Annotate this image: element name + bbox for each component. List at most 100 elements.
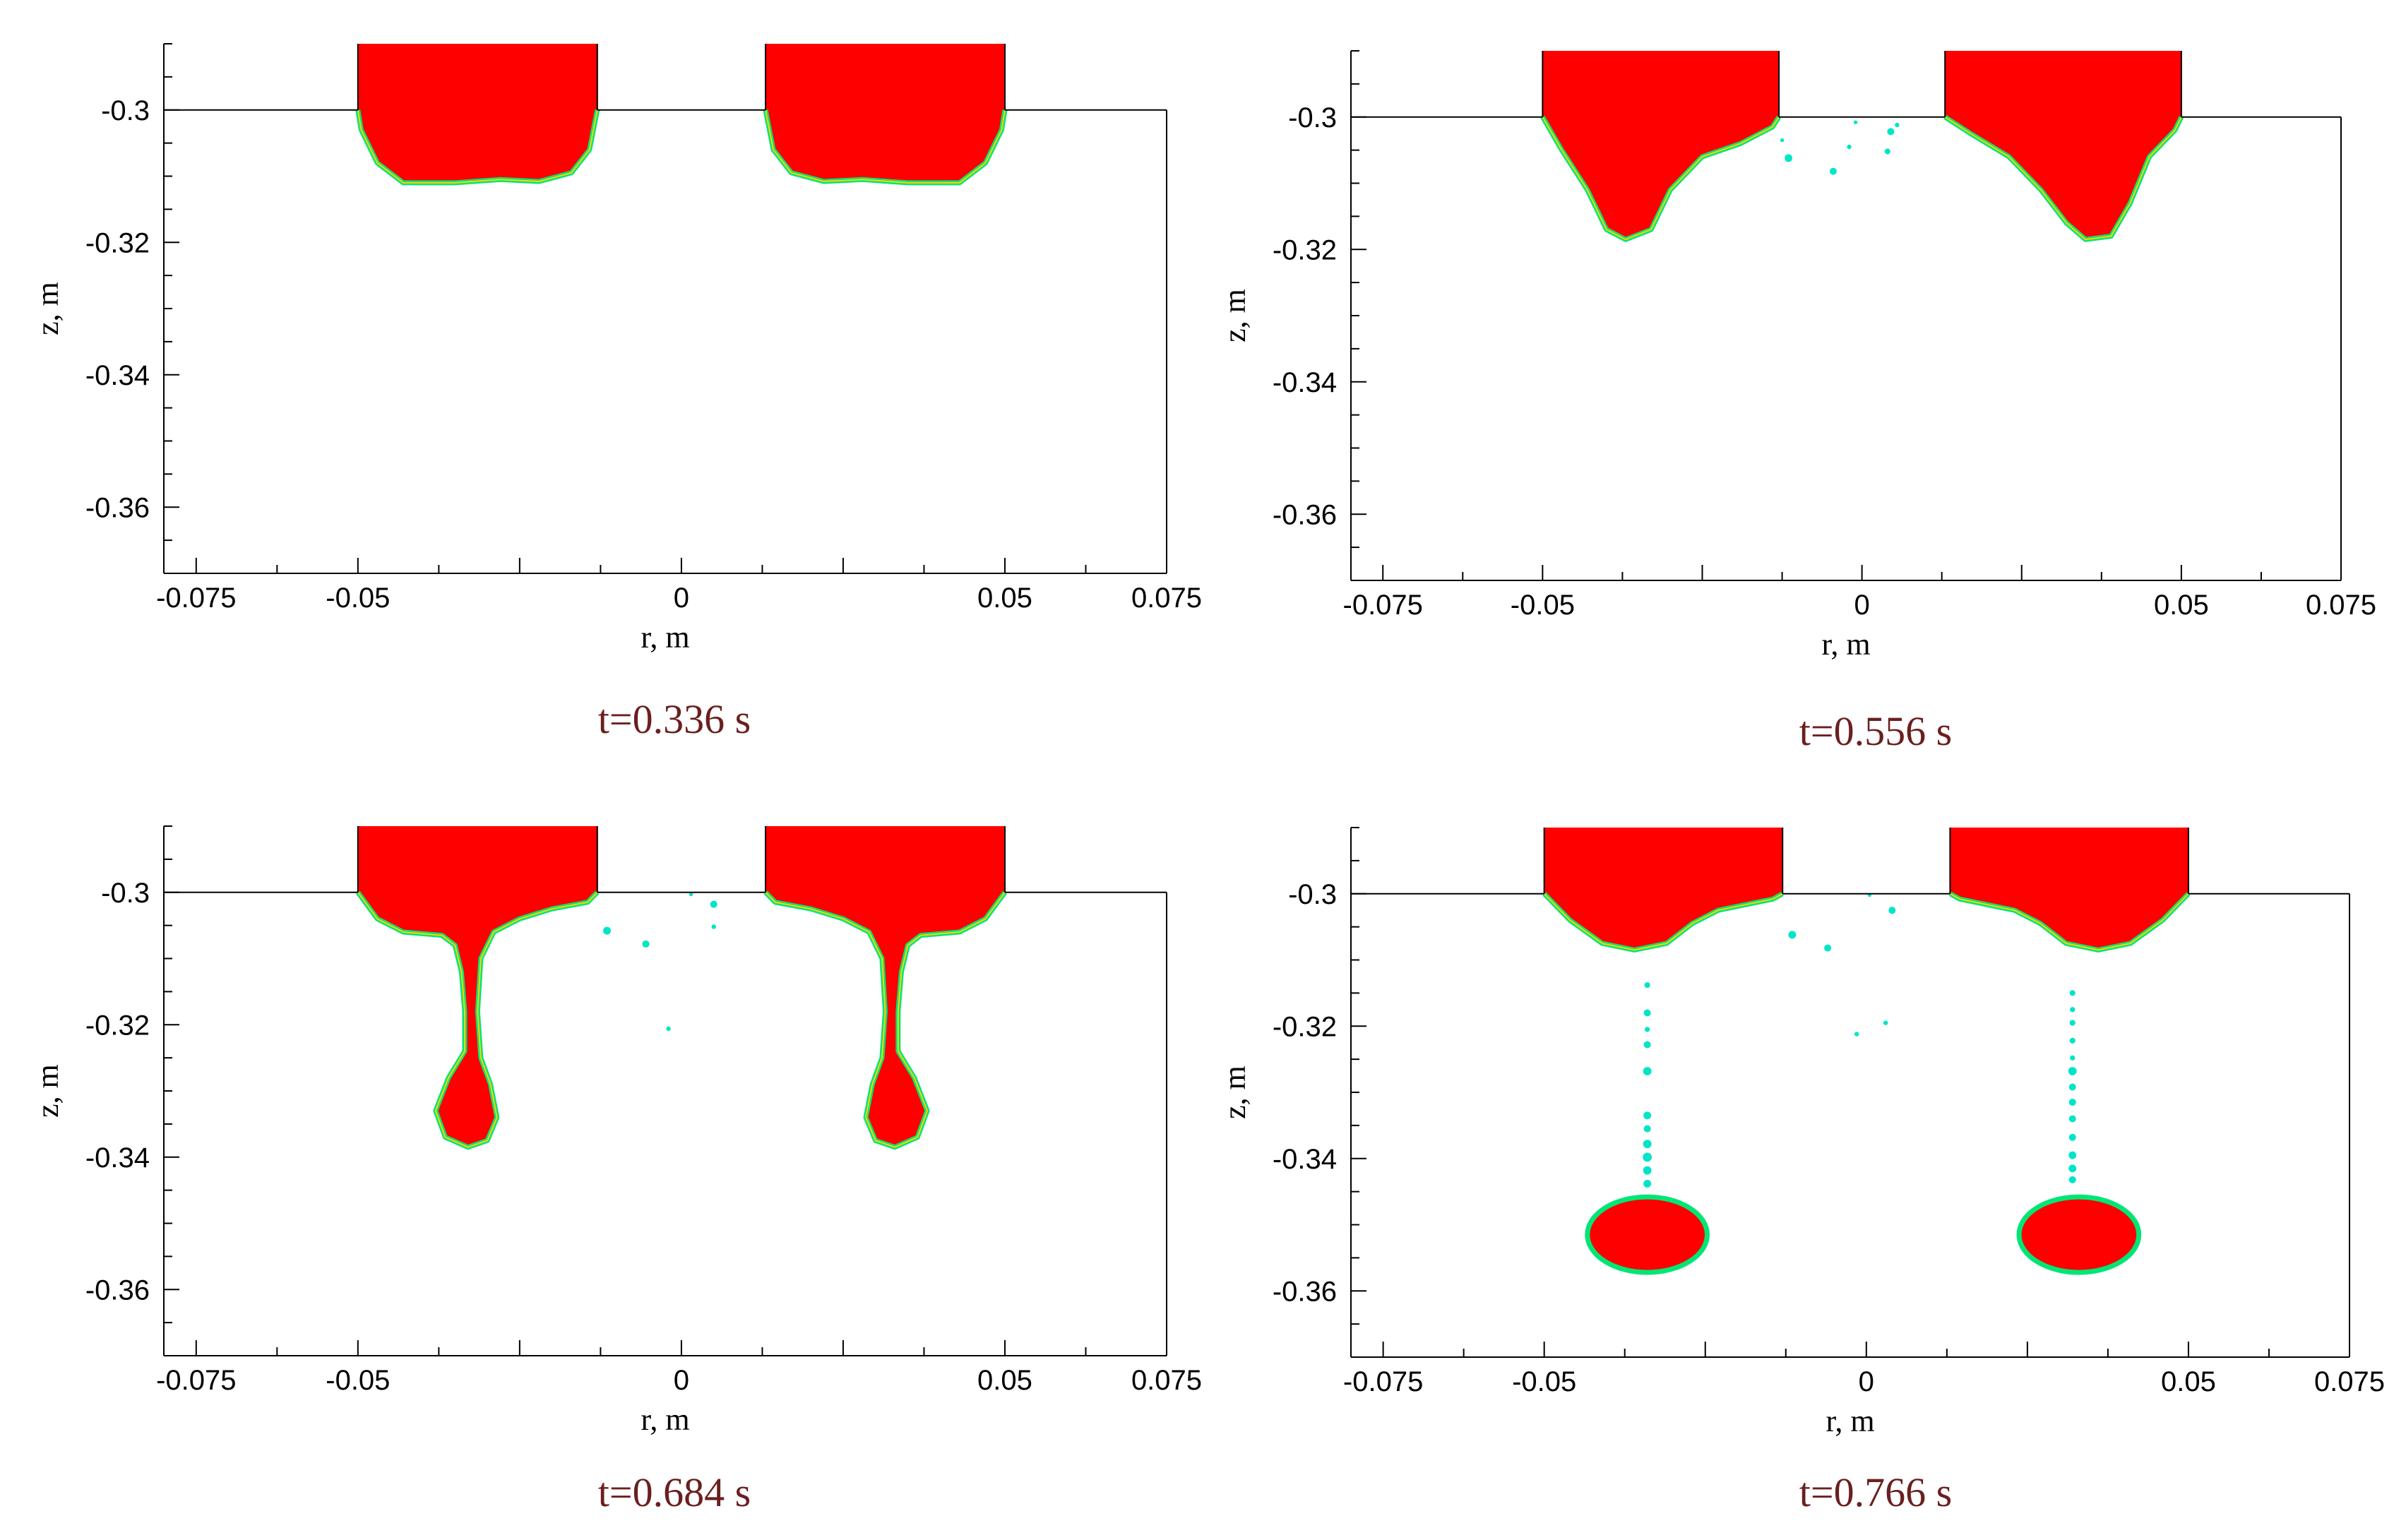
x-tick-label: -0.075 (1343, 590, 1423, 621)
satellite-droplet (1824, 944, 1832, 952)
y-axis-title: z, m (1217, 289, 1252, 342)
nozzle-liquid-1 (1542, 51, 1780, 240)
x-tick-label: -0.075 (1343, 1366, 1423, 1397)
y-tick-label: -0.3 (101, 878, 150, 909)
y-tick-label: -0.32 (85, 1010, 150, 1041)
satellite-droplet (1853, 120, 1858, 124)
detached-drop-2 (2016, 1194, 2142, 1275)
y-tick-label: -0.3 (1288, 102, 1337, 133)
satellite-droplet (2068, 1115, 2076, 1123)
nozzle-liquid-2 (1950, 828, 2188, 950)
contour-plot: -0.075 -0.05 0 0.05 0.075 -0.3 -0.32 -0.34 -0.36… (1217, 827, 2385, 1438)
satellite-droplet (710, 900, 717, 908)
satellite-droplet (1785, 154, 1793, 162)
contour-plot: -0.075 -0.05 0 0.05 0.075 -0.3 -0.32 -0.34 -0.36… (30, 825, 1202, 1437)
meniscus-interface-inner-2 (765, 892, 1006, 1148)
satellite-droplet (1643, 1067, 1652, 1075)
contour-plot: -0.075 -0.05 0 0.05 0.075 -0.3 -0.32 -0.34 -0.36… (30, 43, 1202, 655)
time-caption: t=0.336 s (597, 696, 751, 742)
x-tick-label: -0.05 (326, 583, 390, 614)
x-tick-label: -0.075 (156, 1365, 236, 1396)
satellite-droplet (711, 924, 716, 929)
x-tick-label: 0.075 (1131, 583, 1202, 614)
meniscus-interface-inner-1 (1542, 117, 1780, 241)
x-tick-label: 0 (674, 583, 689, 614)
y-tick-label: -0.34 (1273, 367, 1337, 398)
y-tick-label: -0.36 (85, 1275, 150, 1306)
satellite-droplet (1884, 148, 1890, 155)
panel-t0684: -0.075 -0.05 0 0.05 0.075 -0.3 -0.32 -0.34 -0.36… (0, 770, 1203, 1540)
nozzle-liquid-2 (766, 44, 1005, 183)
y-tick-label: -0.32 (1273, 234, 1337, 265)
satellite-droplet (1643, 1179, 1652, 1188)
meniscus-interface-inner-2 (1944, 116, 2182, 241)
meniscus-interface-inner-2 (1949, 893, 2189, 951)
satellite-droplet (1829, 167, 1837, 175)
satellite-droplet (2069, 1037, 2076, 1044)
panel-t0336: -0.075 -0.05 0 0.05 0.075 -0.3 -0.32 -0.34 -0.36… (0, 0, 1203, 770)
satellite-droplet (2068, 1151, 2077, 1159)
satellite-droplet (2068, 1176, 2076, 1183)
y-tick-label: -0.32 (85, 227, 150, 258)
meniscus-interface-inner-1 (357, 109, 598, 184)
x-tick-label: -0.05 (1512, 1366, 1576, 1397)
x-tick-label: -0.075 (156, 583, 236, 614)
x-tick-label: 0.075 (2314, 1366, 2385, 1397)
satellite-droplet (1887, 128, 1895, 136)
time-caption: t=0.556 s (1799, 708, 1953, 754)
panel-t0556: -0.075 -0.05 0 0.05 0.075 -0.3 -0.32 -0.34 -0.36… (1203, 0, 2406, 770)
satellite-droplet (1854, 1032, 1859, 1037)
nozzle-liquid-1 (357, 44, 597, 183)
x-tick-label: 0.075 (1131, 1365, 1202, 1396)
y-axis-title: z, m (30, 282, 65, 335)
satellite-droplet (1847, 144, 1852, 150)
x-tick-label: 0.05 (2161, 1366, 2216, 1397)
y-axis-title: z, m (30, 1064, 65, 1118)
y-tick-label: -0.36 (85, 492, 150, 523)
satellite-droplet (2068, 1133, 2076, 1141)
x-axis-title: r, m (641, 1402, 689, 1437)
satellite-droplet (1643, 1125, 1651, 1133)
satellite-droplet (2069, 990, 2076, 996)
x-tick-label: -0.05 (1511, 590, 1575, 621)
y-tick-label: -0.34 (85, 1142, 150, 1174)
x-tick-label: 0 (1854, 590, 1869, 621)
nozzle-liquid-2 (1945, 51, 2181, 240)
satellite-droplet (2069, 1020, 2076, 1026)
satellite-droplet (1888, 907, 1896, 914)
x-tick-label: 0.05 (977, 1365, 1032, 1396)
nozzle-liquid-1 (1544, 828, 1783, 950)
satellite-droplet (1780, 138, 1785, 143)
time-caption: t=0.766 s (1799, 1469, 1953, 1515)
satellite-droplet (1643, 1152, 1652, 1162)
y-tick-label: -0.36 (1273, 499, 1337, 530)
satellite-droplet (603, 926, 612, 935)
x-tick-label: 0.05 (977, 583, 1032, 614)
x-tick-label: 0.05 (2154, 590, 2209, 621)
satellite-droplet (1643, 1009, 1651, 1017)
x-tick-label: -0.05 (326, 1365, 390, 1396)
y-tick-label: -0.3 (101, 95, 150, 126)
satellite-droplet (1644, 1027, 1650, 1032)
y-axis-title: z, m (1217, 1066, 1252, 1119)
satellite-droplet (1643, 1166, 1652, 1175)
y-tick-label: -0.32 (1273, 1011, 1337, 1042)
satellite-droplet (1895, 122, 1900, 128)
satellite-droplet (2068, 1067, 2077, 1075)
satellite-droplet (1643, 1140, 1652, 1149)
x-tick-label: 0.075 (2306, 590, 2376, 621)
satellite-droplet (1644, 982, 1650, 989)
meniscus-interface-inner-1 (357, 892, 598, 1148)
y-tick-label: -0.34 (85, 360, 150, 391)
time-caption: t=0.684 s (597, 1469, 751, 1515)
y-tick-label: -0.34 (1273, 1144, 1337, 1175)
y-tick-label: -0.36 (1273, 1276, 1337, 1307)
satellite-droplet (689, 892, 693, 897)
meniscus-interface-inner-2 (765, 109, 1006, 184)
satellite-droplet (2070, 1007, 2076, 1013)
x-axis-title: r, m (1821, 627, 1870, 662)
satellite-droplet (642, 940, 650, 948)
satellite-droplet (1883, 1020, 1888, 1025)
satellite-droplet (1643, 1041, 1651, 1049)
satellite-droplet (2070, 1055, 2076, 1061)
